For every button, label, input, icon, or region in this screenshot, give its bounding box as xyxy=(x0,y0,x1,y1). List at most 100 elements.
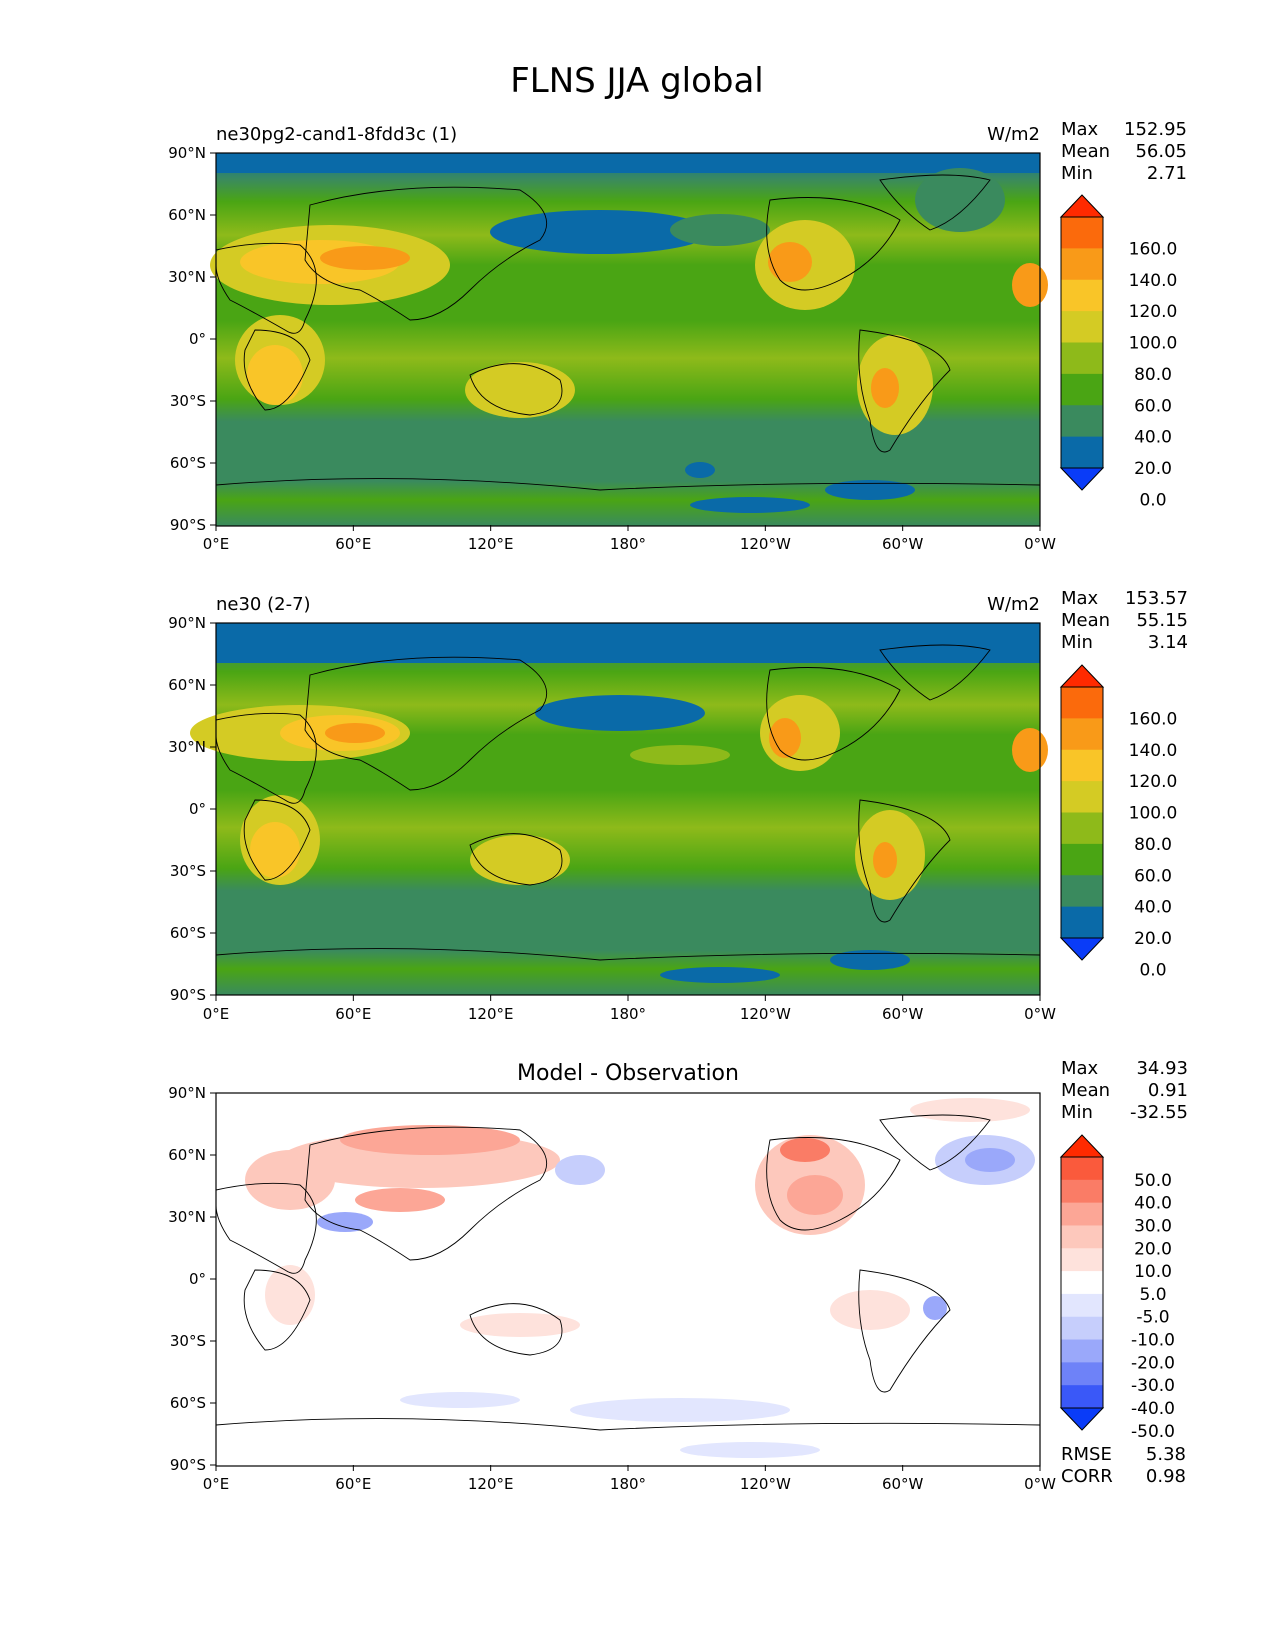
y-tick-label: 90°S xyxy=(170,986,206,1004)
y-tick-label: 30°S xyxy=(170,862,206,880)
colorbar-segment xyxy=(1061,718,1103,751)
y-tick-label: 0° xyxy=(189,330,206,348)
stat-mean-label: Mean xyxy=(1061,1080,1110,1101)
corr-value: 0.98 xyxy=(1146,1466,1186,1487)
colorbar-tick-label: -30.0 xyxy=(1131,1376,1175,1396)
x-tick-label: 180° xyxy=(610,1475,646,1493)
colorbar-segment xyxy=(1061,1157,1103,1181)
colorbar-tick-label: 0.0 xyxy=(1139,490,1166,510)
x-tick-label: 0°E xyxy=(203,1475,230,1493)
stat-min-value: 2.71 xyxy=(1147,163,1187,184)
coastlines xyxy=(215,174,1041,491)
stat-max-label: Max xyxy=(1061,119,1099,140)
rmse-label: RMSE xyxy=(1061,1444,1112,1465)
colorbar: 50.0 40.030.0 20.0 10.0 5.0 -5.0 -10.0-20.0 -30… xyxy=(1059,1134,1175,1442)
colorbar-segment xyxy=(1061,1202,1103,1227)
x-tick-label: 60°W xyxy=(882,1005,924,1023)
x-tick-label: 120°W xyxy=(740,1475,791,1493)
colorbar-tick-label: 60.0 xyxy=(1134,396,1172,416)
colorbar-tick-label: 0.0 xyxy=(1139,960,1166,980)
colorbar-tick-label: 20.0 xyxy=(1134,929,1172,949)
colorbar-tick-label: 50.0 xyxy=(1134,1171,1172,1191)
colorbar-tick-label: -50.0 xyxy=(1131,1422,1175,1442)
colorbar-extend-max xyxy=(1059,194,1105,218)
colorbar-tick-label: 20.0 xyxy=(1134,459,1172,479)
colorbar-tick-label: 40.0 xyxy=(1134,898,1172,918)
colorbar-segment xyxy=(1061,405,1103,438)
x-tick-label: 180° xyxy=(610,535,646,553)
stat-mean-label: Mean xyxy=(1061,610,1110,631)
metrics-block: RMSE 5.38 CORR 0.98 xyxy=(1061,1444,1186,1487)
colorbar-segment xyxy=(1061,781,1103,814)
panel-title: Model - Observation xyxy=(517,1061,739,1086)
figure-title: FLNS JJA global xyxy=(510,61,764,101)
colorbar-segment xyxy=(1061,1225,1103,1249)
x-tick-label: 60°E xyxy=(335,1475,371,1493)
x-tick-label: 0°W xyxy=(1024,535,1056,553)
y-tick-label: 30°N xyxy=(168,268,206,286)
colorbar-segment xyxy=(1061,1362,1103,1386)
stat-mean-label: Mean xyxy=(1061,141,1110,162)
y-tick-label: 60°S xyxy=(170,1394,206,1412)
stat-mean-value: 56.05 xyxy=(1135,141,1187,162)
colorbar-tick-label: 140.0 xyxy=(1129,741,1178,761)
y-tick-label: 90°N xyxy=(168,1084,206,1102)
colorbar-segment xyxy=(1061,1248,1103,1272)
y-tick-label: 0° xyxy=(189,1270,206,1288)
colorbar-segment xyxy=(1061,373,1103,406)
y-tick-label: 30°S xyxy=(170,392,206,410)
colorbar-extend-min xyxy=(1059,937,1105,961)
x-tick-label: 60°W xyxy=(882,1475,924,1493)
x-tick-label: 120°W xyxy=(740,535,791,553)
panel-title: ne30pg2-cand1-8fdd3c (1) xyxy=(216,124,457,145)
colorbar-segment xyxy=(1061,342,1103,375)
map-field xyxy=(216,1093,1040,1466)
colorbar-tick-label: -5.0 xyxy=(1136,1308,1169,1328)
colorbar-tick-label: 10.0 xyxy=(1134,1262,1172,1282)
colorbar-tick-label: -10.0 xyxy=(1131,1331,1175,1351)
x-tick-label: 180° xyxy=(610,1005,646,1023)
stat-min-value: -32.55 xyxy=(1130,1102,1188,1123)
x-tick-label: 60°E xyxy=(335,535,371,553)
y-axis: 90°N 60°N 30°N 0° 30°S 60°S 90°S xyxy=(168,614,216,1004)
y-tick-label: 30°N xyxy=(168,738,206,756)
colorbar-segment xyxy=(1061,311,1103,344)
panel-reference: ne30 (2-7) W/m2 xyxy=(168,588,1188,1023)
x-tick-label: 0°E xyxy=(203,535,230,553)
x-tick-label: 60°W xyxy=(882,535,924,553)
colorbar-segment xyxy=(1061,749,1103,782)
stat-min-label: Min xyxy=(1061,632,1093,653)
y-axis: 90°N 60°N 30°N 0° 30°S 60°S 90°S xyxy=(168,1084,216,1474)
stat-min-value: 3.14 xyxy=(1148,632,1188,653)
coastlines xyxy=(215,644,1041,961)
panel-units: W/m2 xyxy=(987,124,1040,145)
stat-max-value: 152.95 xyxy=(1124,119,1187,140)
y-tick-label: 60°N xyxy=(168,676,206,694)
stat-mean-value: 0.91 xyxy=(1148,1080,1188,1101)
x-axis: 0°E 60°E 120°E 180° 120°W 60°W 0°W xyxy=(203,995,1056,1023)
colorbar-segment xyxy=(1061,279,1103,312)
x-tick-label: 0°E xyxy=(203,1005,230,1023)
colorbar-tick-label: 100.0 xyxy=(1129,334,1178,354)
y-tick-label: 60°S xyxy=(170,454,206,472)
colorbar-tick-label: 120.0 xyxy=(1129,772,1178,792)
colorbar-segment xyxy=(1061,1385,1103,1409)
y-tick-label: 90°N xyxy=(168,144,206,162)
y-tick-label: 30°N xyxy=(168,1208,206,1226)
colorbar-extend-max xyxy=(1059,664,1105,688)
stats-block: Max 34.93 Mean 0.91 Min -32.55 xyxy=(1061,1058,1188,1123)
y-tick-label: 90°N xyxy=(168,614,206,632)
rmse-value: 5.38 xyxy=(1146,1444,1186,1465)
x-tick-label: 0°W xyxy=(1024,1475,1056,1493)
panel-difference: Model - Observation xyxy=(168,1058,1188,1493)
colorbar-segment xyxy=(1061,812,1103,845)
y-tick-label: 60°S xyxy=(170,924,206,942)
corr-label: CORR xyxy=(1061,1466,1113,1487)
colorbar-tick-label: 20.0 xyxy=(1134,1239,1172,1259)
stat-max-label: Max xyxy=(1061,1058,1099,1079)
x-axis: 0°E 60°E 120°E 180° 120°W 60°W 0°W xyxy=(203,525,1056,553)
colorbar-tick-label: 80.0 xyxy=(1134,365,1172,385)
stat-max-label: Max xyxy=(1061,588,1099,609)
colorbar-tick-label: -40.0 xyxy=(1131,1399,1175,1419)
